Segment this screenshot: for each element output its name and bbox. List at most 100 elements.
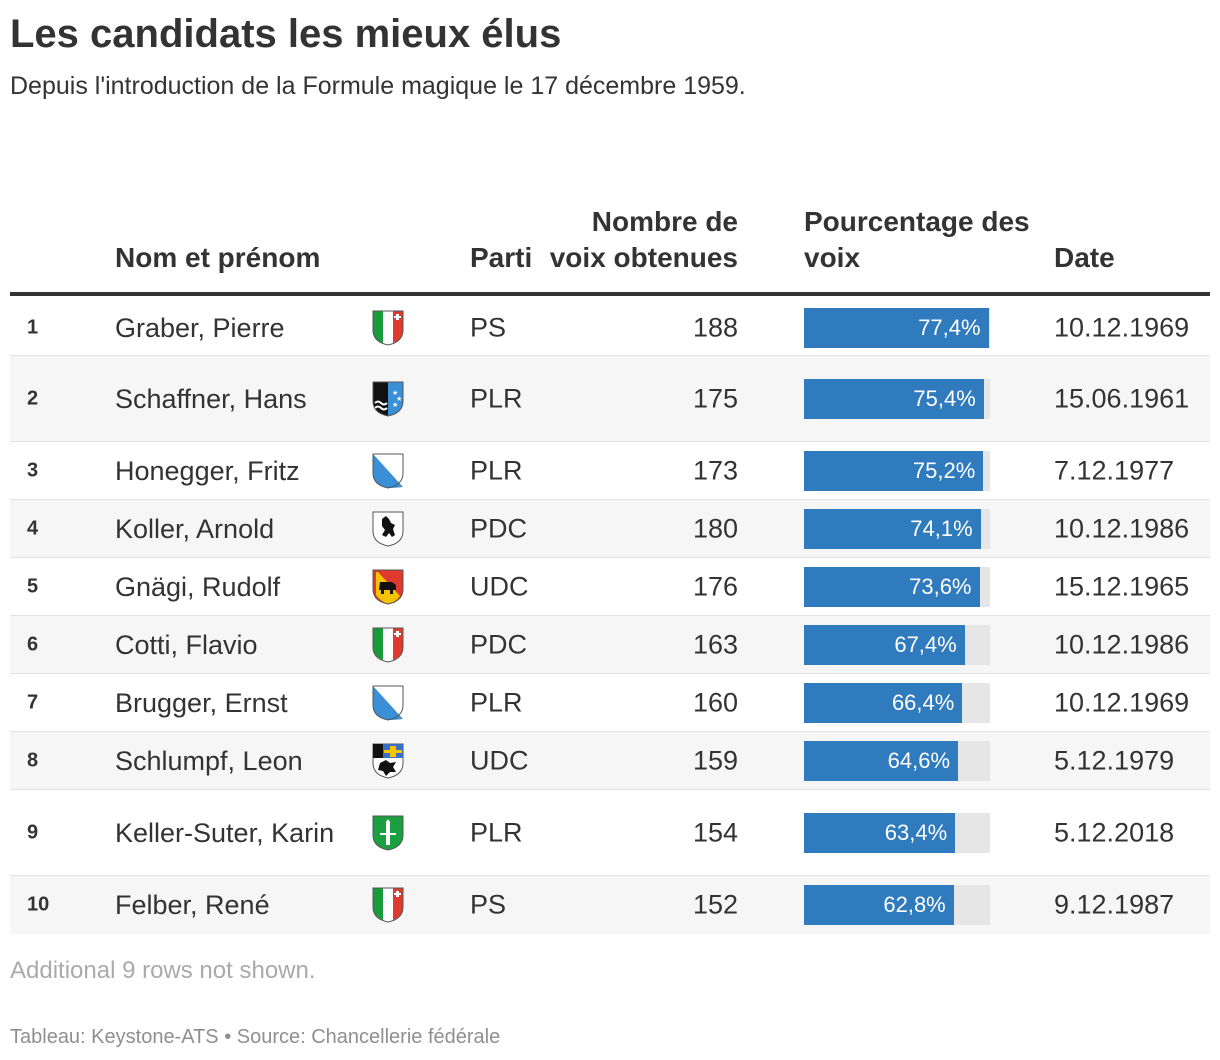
party-cell: PS [470, 889, 507, 920]
source-footer: Tableau: Keystone-ATS • Source: Chancell… [10, 1026, 501, 1048]
rows-not-shown-note: Additional 9 rows not shown. [10, 957, 316, 984]
percent-bar: 62,8% [804, 885, 954, 925]
party-cell: UDC [470, 571, 529, 601]
percent-bar-track: 74,1% [804, 508, 990, 549]
percent-bar-track: 63,4% [804, 812, 990, 853]
party-cell: PLR [470, 817, 523, 847]
ticino-coat-of-arms-icon [372, 310, 406, 346]
rank-cell: 8 [27, 749, 39, 771]
percent-bar: 66,4% [804, 682, 963, 723]
party-cell: PLR [470, 455, 523, 485]
date-cell: 10.12.1986 [1054, 629, 1190, 659]
rank-cell: 1 [27, 316, 39, 338]
date-cell: 5.12.2018 [1054, 817, 1175, 847]
percent-bar: 67,4% [804, 624, 965, 665]
percent-bar: 74,1% [804, 508, 981, 549]
percent-bar: 75,2% [804, 450, 984, 491]
date-cell: 10.12.1969 [1054, 687, 1190, 717]
name-cell: Schaffner, Hans [115, 383, 307, 414]
name-cell: Honegger, Fritz [115, 455, 300, 486]
percent-label: 62,8% [883, 892, 946, 917]
chart-title: Les candidats les mieux élus [10, 12, 562, 56]
zurich-coat-of-arms-icon [372, 453, 406, 489]
percent-bar-track: 66,4% [804, 682, 990, 723]
percent-label: 73,6% [909, 573, 972, 599]
rank-cell: 5 [27, 575, 39, 597]
table-row: 1 Graber, Pierre PS 188 77,4% 10.12.1969 [10, 300, 1210, 356]
rank-cell: 6 [27, 633, 39, 655]
percent-bar-track: 77,4% [804, 307, 990, 348]
percent-label: 74,1% [910, 515, 973, 541]
name-cell: Keller-Suter, Karin [115, 817, 335, 848]
party-cell: PDC [470, 513, 528, 543]
graubuenden-coat-of-arms-icon [372, 743, 406, 779]
party-cell: PDC [470, 629, 528, 659]
percent-bar-track: 73,6% [804, 566, 990, 607]
percent-label: 67,4% [894, 631, 957, 657]
table-row: 5 Gnägi, Rudolf UDC 176 73,6% 15.12.1965 [10, 558, 1210, 616]
rank-cell: 3 [27, 459, 39, 481]
percent-label: 75,2% [912, 457, 976, 483]
votes-cell: 159 [692, 745, 738, 775]
percent-bar-track: 67,4% [804, 624, 990, 665]
votes-cell: 173 [692, 455, 738, 485]
percent-bar-track: 64,6% [804, 740, 990, 781]
percent-label: 63,4% [884, 819, 948, 845]
votes-cell: 163 [692, 629, 738, 659]
votes-cell: 160 [692, 687, 738, 717]
percent-bar: 63,4% [804, 812, 956, 853]
name-cell: Cotti, Flavio [115, 629, 258, 660]
table-row: 6 Cotti, Flavio PDC 163 67,4% 10.12.1986 [10, 616, 1210, 674]
date-cell: 5.12.1979 [1054, 745, 1175, 775]
percent-label: 66,4% [891, 689, 955, 715]
appenzell-innerrhoden-coat-of-arms-icon [372, 511, 406, 547]
header-name: Nom et prénom [115, 242, 321, 273]
aargau-coat-of-arms-icon: ★ ★ ★ [372, 381, 406, 417]
percent-label: 64,6% [887, 747, 951, 773]
date-cell: 7.12.1977 [1054, 455, 1175, 485]
table-row: 4 Koller, Arnold PDC 180 74,1% 10.12.1986 [10, 500, 1210, 558]
percent-bar-track: 62,8% [804, 885, 990, 925]
name-cell: Schlumpf, Leon [115, 745, 303, 776]
votes-cell: 188 [692, 312, 738, 342]
votes-cell: 176 [692, 571, 738, 601]
date-cell: 15.06.1961 [1054, 383, 1190, 413]
table-row: 2 Schaffner, Hans ★ ★ ★ PLR 175 75,4% 15.06.1961 [10, 356, 1210, 442]
party-cell: PLR [470, 383, 523, 413]
rank-cell: 10 [27, 893, 50, 916]
party-cell: UDC [470, 745, 529, 775]
percent-bar: 77,4% [804, 307, 989, 348]
st-gallen-coat-of-arms-icon [372, 815, 406, 851]
percent-bar: 75,4% [804, 378, 984, 419]
rank-cell: 2 [27, 387, 39, 409]
date-cell: 10.12.1969 [1054, 312, 1190, 342]
name-cell: Graber, Pierre [115, 312, 285, 343]
ticino-coat-of-arms-icon [372, 627, 406, 663]
name-cell: Gnägi, Rudolf [115, 571, 281, 602]
votes-cell: 152 [692, 889, 738, 920]
rank-cell: 4 [27, 517, 39, 539]
date-cell: 10.12.1986 [1054, 513, 1190, 543]
name-cell: Brugger, Ernst [115, 687, 288, 718]
table-row: 9 Keller-Suter, Karin PLR 154 63,4% 5.12.2018 [10, 790, 1210, 876]
party-cell: PS [470, 312, 507, 342]
name-cell: Felber, René [115, 890, 270, 920]
table-row: 7 Brugger, Ernst PLR 160 66,4% 10.12.1969 [10, 674, 1210, 732]
header-votes: Nombre de voix obtenues [549, 206, 738, 273]
percent-bar-track: 75,2% [804, 450, 990, 491]
votes-cell: 180 [692, 513, 738, 543]
percent-bar: 64,6% [804, 740, 959, 781]
table-row: 3 Honegger, Fritz PLR 173 75,2% 7.12.1977 [10, 442, 1210, 500]
votes-cell: 154 [692, 817, 738, 847]
percent-label: 77,4% [918, 314, 981, 340]
party-cell: PLR [470, 687, 523, 717]
date-cell: 9.12.1987 [1054, 889, 1175, 920]
date-cell: 15.12.1965 [1054, 571, 1190, 601]
svg-text:★: ★ [396, 395, 402, 403]
zurich-coat-of-arms-icon [372, 685, 406, 721]
header-percent: Pourcentage des voix [804, 206, 1030, 273]
votes-cell: 175 [692, 383, 738, 413]
chart-subtitle: Depuis l'introduction de la Formule magi… [10, 72, 746, 100]
name-cell: Koller, Arnold [115, 513, 275, 544]
table-header: Nom et prénom Parti Nombre de voix obten… [10, 170, 1210, 296]
